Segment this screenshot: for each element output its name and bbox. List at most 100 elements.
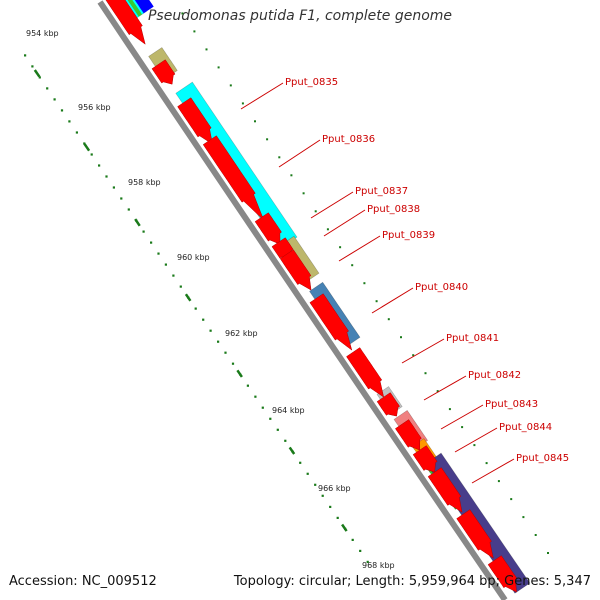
outer-scale-dot (387, 318, 390, 321)
scale-dot (179, 285, 182, 288)
outer-scale-dot (473, 444, 476, 447)
scale-dot (329, 505, 332, 508)
scale-dot (231, 362, 235, 365)
scale-dot (105, 175, 108, 178)
cds-arrow-0843 (395, 419, 422, 451)
scale-dot (38, 76, 41, 79)
gene-label-pput-0837: Pput_0837 (355, 186, 408, 197)
outer-scale-dot (229, 84, 232, 87)
scale-dot (75, 131, 78, 134)
outer-scale-dot (497, 480, 500, 483)
outer-scale-dot (314, 210, 317, 213)
scale-dot (46, 87, 49, 90)
gene-label-pput-0838: Pput_0838 (367, 204, 420, 215)
outer-scale-dot (193, 30, 196, 33)
cds-arrows (105, 0, 518, 593)
outer-scale-dot (254, 120, 256, 123)
outer-scale-dot (278, 156, 281, 159)
cds-arrow-0842 (376, 392, 400, 417)
leader-line (278, 139, 321, 168)
outer-scale-dot (290, 174, 293, 177)
outer-scale-dot (424, 372, 427, 375)
scale-dot (112, 186, 115, 189)
outer-scale-dot (339, 246, 342, 249)
scale-dot (284, 439, 287, 442)
outer-scale-dot (510, 498, 513, 501)
genome-summary-text: Topology: circular; Length: 5,959,964 bp… (233, 574, 591, 589)
scale-dot (31, 65, 34, 68)
outer-scale-dot (241, 102, 244, 105)
gene-label-pput-0836: Pput_0836 (322, 134, 375, 145)
cds-arrow-0844 (412, 445, 438, 473)
outer-scale-dot (412, 354, 415, 357)
gene-label-pput-0845: Pput_0845 (516, 453, 569, 464)
scale-dot (98, 164, 101, 167)
outer-scale-dot (485, 462, 488, 465)
scale-dotted-ring (24, 12, 549, 563)
outer-scale-dot (205, 48, 208, 51)
scale-label: 968 kbp (362, 561, 395, 570)
outer-scale-dot (448, 408, 451, 411)
gene-label-pput-0843: Pput_0843 (485, 399, 538, 410)
scale-dot (157, 252, 160, 255)
scale-dot (209, 329, 212, 332)
scale-dot (254, 395, 257, 398)
scale-tick (341, 523, 348, 532)
outer-scale-dot (266, 138, 269, 141)
cds-arrow-0838 (254, 212, 282, 245)
cds-arrow-0836a (177, 97, 213, 145)
scale-dot (172, 274, 175, 277)
scale-dot (24, 54, 27, 57)
scale-tick (33, 69, 41, 78)
scale-label: 958 kbp (128, 178, 161, 187)
outer-scale-dot (522, 516, 525, 519)
leader-line (454, 427, 498, 453)
scale-dot (164, 263, 167, 266)
scale-dot (60, 109, 64, 112)
leader-line (423, 375, 467, 401)
scale-dot (127, 208, 130, 211)
leader-line (338, 235, 381, 262)
cds-arrow-0835 (151, 59, 176, 85)
scale-label: 962 kbp (225, 329, 258, 338)
gene-label-pput-0841: Pput_0841 (446, 333, 499, 344)
scale-tick (184, 293, 192, 302)
leader-line (471, 458, 515, 484)
scale-label: 956 kbp (78, 103, 111, 112)
cds-arrow-last (487, 555, 518, 593)
gene-label-pput-0840: Pput_0840 (415, 282, 468, 293)
cds-arrow-next (456, 509, 494, 559)
genome-backbone (97, 0, 508, 600)
scale-dot (359, 549, 362, 552)
band-blue-left (134, 0, 154, 14)
cds-arrow-top (105, 0, 146, 45)
scale-label: 966 kbp (318, 484, 351, 493)
scale-dot (269, 417, 272, 420)
leader-line (371, 287, 414, 314)
cds-arrow-0840 (309, 293, 353, 351)
cds-arrow-0841 (346, 347, 385, 398)
leader-line (401, 338, 445, 364)
scale-dot (314, 483, 317, 486)
gene-label-pput-0844: Pput_0844 (499, 422, 552, 433)
outer-scale-dot (461, 426, 464, 429)
outer-scale-dot (436, 390, 439, 393)
outer-scale-dot (302, 192, 305, 195)
scale-dot (276, 428, 279, 431)
scale-dot (299, 461, 302, 464)
outer-scale-dot (326, 228, 329, 231)
scale-label: 954 kbp (26, 29, 59, 38)
gene-labels: Pput_0835 Pput_0836 Pput_0837 Pput_0838 … (285, 77, 569, 464)
scale-tick (236, 369, 243, 378)
scale-dot (351, 538, 354, 541)
outer-scale-dot (181, 12, 184, 15)
scale-dot (321, 494, 324, 497)
leader-line (240, 82, 284, 110)
scale-tick (134, 218, 141, 227)
accession-text: Accession: NC_009512 (9, 574, 157, 589)
scale-labels: 954 kbp 956 kbp 958 kbp 960 kbp 962 kbp … (26, 29, 395, 570)
scale-dot (68, 120, 71, 123)
outer-scale-dot (363, 282, 366, 285)
leader-line (323, 209, 366, 237)
